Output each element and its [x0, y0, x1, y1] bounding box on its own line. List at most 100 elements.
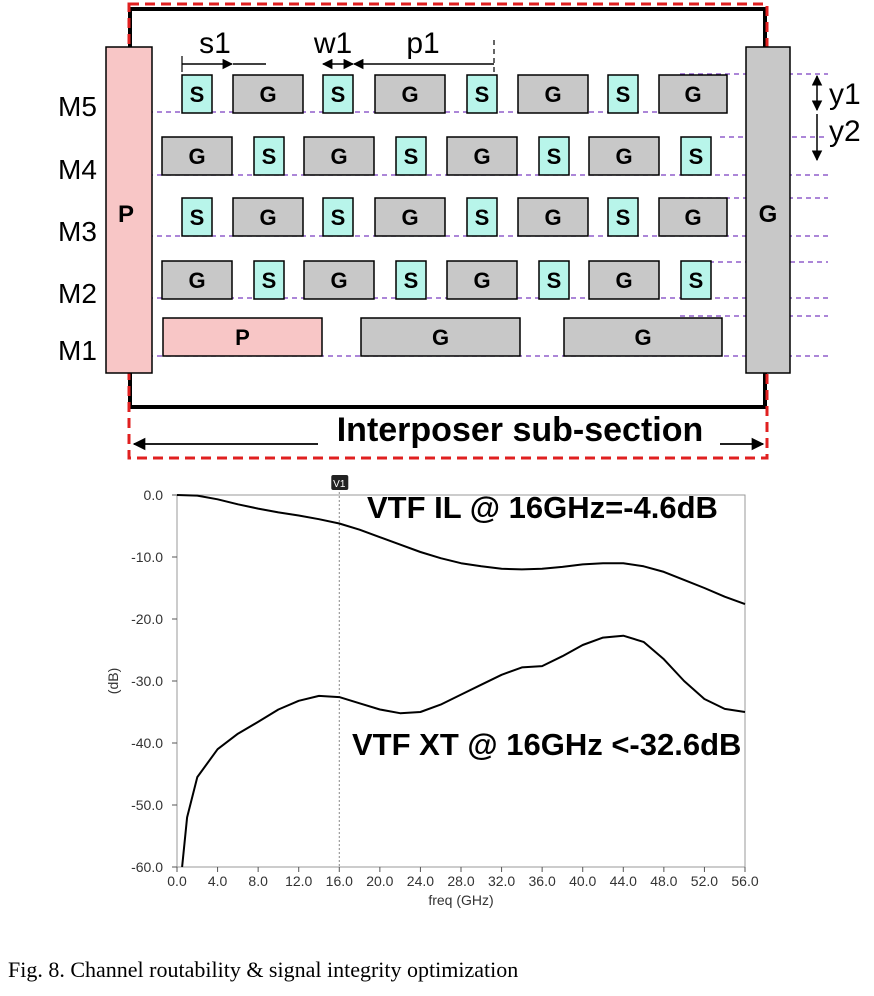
ground-label: G — [615, 268, 632, 293]
ground-trace — [517, 74, 589, 114]
ground-trace — [374, 74, 446, 114]
left-power-rail — [105, 46, 153, 374]
ground-trace — [658, 197, 728, 237]
signal-trace — [538, 260, 570, 300]
ground-trace — [161, 260, 233, 300]
signal-integrity-chart: 0.0 4.0 8.0 12.0 16.0 20.0 24.0 28.0 32.0 36.0 40.… — [105, 475, 759, 908]
y1-label: y1 — [829, 78, 861, 111]
power-plane-label: P — [235, 325, 250, 350]
ground-plane — [563, 317, 723, 357]
power-plane — [162, 317, 323, 357]
ground-trace — [232, 197, 304, 237]
y2-label: y2 — [829, 115, 861, 148]
signal-trace — [322, 197, 354, 237]
signal-label: S — [262, 144, 277, 169]
y-tick-label: -20.0 — [131, 611, 163, 627]
annotation-il: VTF IL @ 16GHz=-4.6dB — [367, 490, 718, 525]
ground-trace — [658, 74, 728, 114]
x-tick-label: 56.0 — [731, 873, 758, 889]
signal-trace — [395, 260, 427, 300]
x-tick-label: 28.0 — [447, 873, 474, 889]
layer-label-m4: M4 — [58, 154, 97, 185]
interposer-diagram: P G S G S G S G S G G S G S G S G S S G S G S G S G G S G S G S G S P G G M5 M… — [58, 2, 861, 460]
signal-label: S — [475, 82, 490, 107]
signal-label: S — [262, 268, 277, 293]
signal-label: S — [190, 82, 205, 107]
signal-trace — [680, 260, 712, 300]
ground-label: G — [544, 205, 561, 230]
signal-label: S — [404, 144, 419, 169]
series-xt-line — [181, 634, 746, 868]
ground-plane-label: G — [634, 325, 651, 350]
ground-label: G — [473, 268, 490, 293]
ground-label: G — [684, 82, 701, 107]
series-il-line — [176, 494, 746, 606]
y-tick-label: -60.0 — [131, 859, 163, 875]
signal-trace — [395, 136, 427, 176]
signal-label: S — [331, 205, 346, 230]
p1-label: p1 — [406, 27, 439, 60]
signal-label: S — [547, 144, 562, 169]
ground-trace — [303, 260, 375, 300]
ground-label: G — [330, 144, 347, 169]
signal-label: S — [475, 205, 490, 230]
y-tick-label: -40.0 — [131, 735, 163, 751]
signal-label: S — [616, 82, 631, 107]
marker-label: V1 — [333, 479, 346, 490]
ground-label: G — [401, 82, 418, 107]
figure-caption: Fig. 8. Channel routability & signal int… — [8, 957, 519, 982]
signal-label: S — [616, 205, 631, 230]
s1-label: s1 — [199, 27, 231, 60]
layer-label-m3: M3 — [58, 216, 97, 247]
annotation-xt: VTF XT @ 16GHz <-32.6dB — [352, 727, 741, 762]
ground-label: G — [473, 144, 490, 169]
signal-label: S — [689, 144, 704, 169]
signal-trace — [680, 136, 712, 176]
y-tick-label: -10.0 — [131, 549, 163, 565]
ground-label: G — [259, 205, 276, 230]
ground-trace — [446, 136, 518, 176]
w1-label: w1 — [313, 27, 352, 60]
signal-trace — [322, 74, 354, 114]
signal-trace — [607, 74, 639, 114]
x-tick-label: 44.0 — [610, 873, 637, 889]
ground-trace — [588, 136, 660, 176]
y-tick-label: -50.0 — [131, 797, 163, 813]
x-tick-label: 32.0 — [488, 873, 515, 889]
marker-badge — [331, 475, 349, 490]
signal-label: S — [689, 268, 704, 293]
ground-plane-label: G — [432, 325, 449, 350]
section-label: Interposer sub-section — [337, 411, 704, 449]
x-tick-label: 40.0 — [569, 873, 596, 889]
signal-label: S — [331, 82, 346, 107]
ground-plane — [360, 317, 521, 357]
right-rail-label: G — [759, 201, 778, 228]
ground-label: G — [188, 144, 205, 169]
signal-trace — [607, 197, 639, 237]
ground-label: G — [544, 82, 561, 107]
y-tick-label: 0.0 — [144, 487, 164, 503]
ground-label: G — [684, 205, 701, 230]
signal-label: S — [547, 268, 562, 293]
ground-trace — [303, 136, 375, 176]
layer-label-m5: M5 — [58, 91, 97, 122]
signal-label: S — [404, 268, 419, 293]
signal-label: S — [190, 205, 205, 230]
signal-trace — [466, 74, 498, 114]
ground-trace — [446, 260, 518, 300]
ground-trace — [517, 197, 589, 237]
signal-trace — [181, 74, 213, 114]
signal-trace — [253, 260, 285, 300]
x-tick-label: 16.0 — [326, 873, 353, 889]
y-axis-label: (dB) — [105, 668, 121, 694]
layer-label-m1: M1 — [58, 335, 97, 366]
x-tick-label: 20.0 — [366, 873, 393, 889]
x-tick-label: 48.0 — [650, 873, 677, 889]
ground-trace — [161, 136, 233, 176]
signal-trace — [253, 136, 285, 176]
section-label-bg — [318, 412, 720, 446]
signal-trace — [538, 136, 570, 176]
ground-trace — [588, 260, 660, 300]
ground-trace — [232, 74, 304, 114]
ground-label: G — [401, 205, 418, 230]
